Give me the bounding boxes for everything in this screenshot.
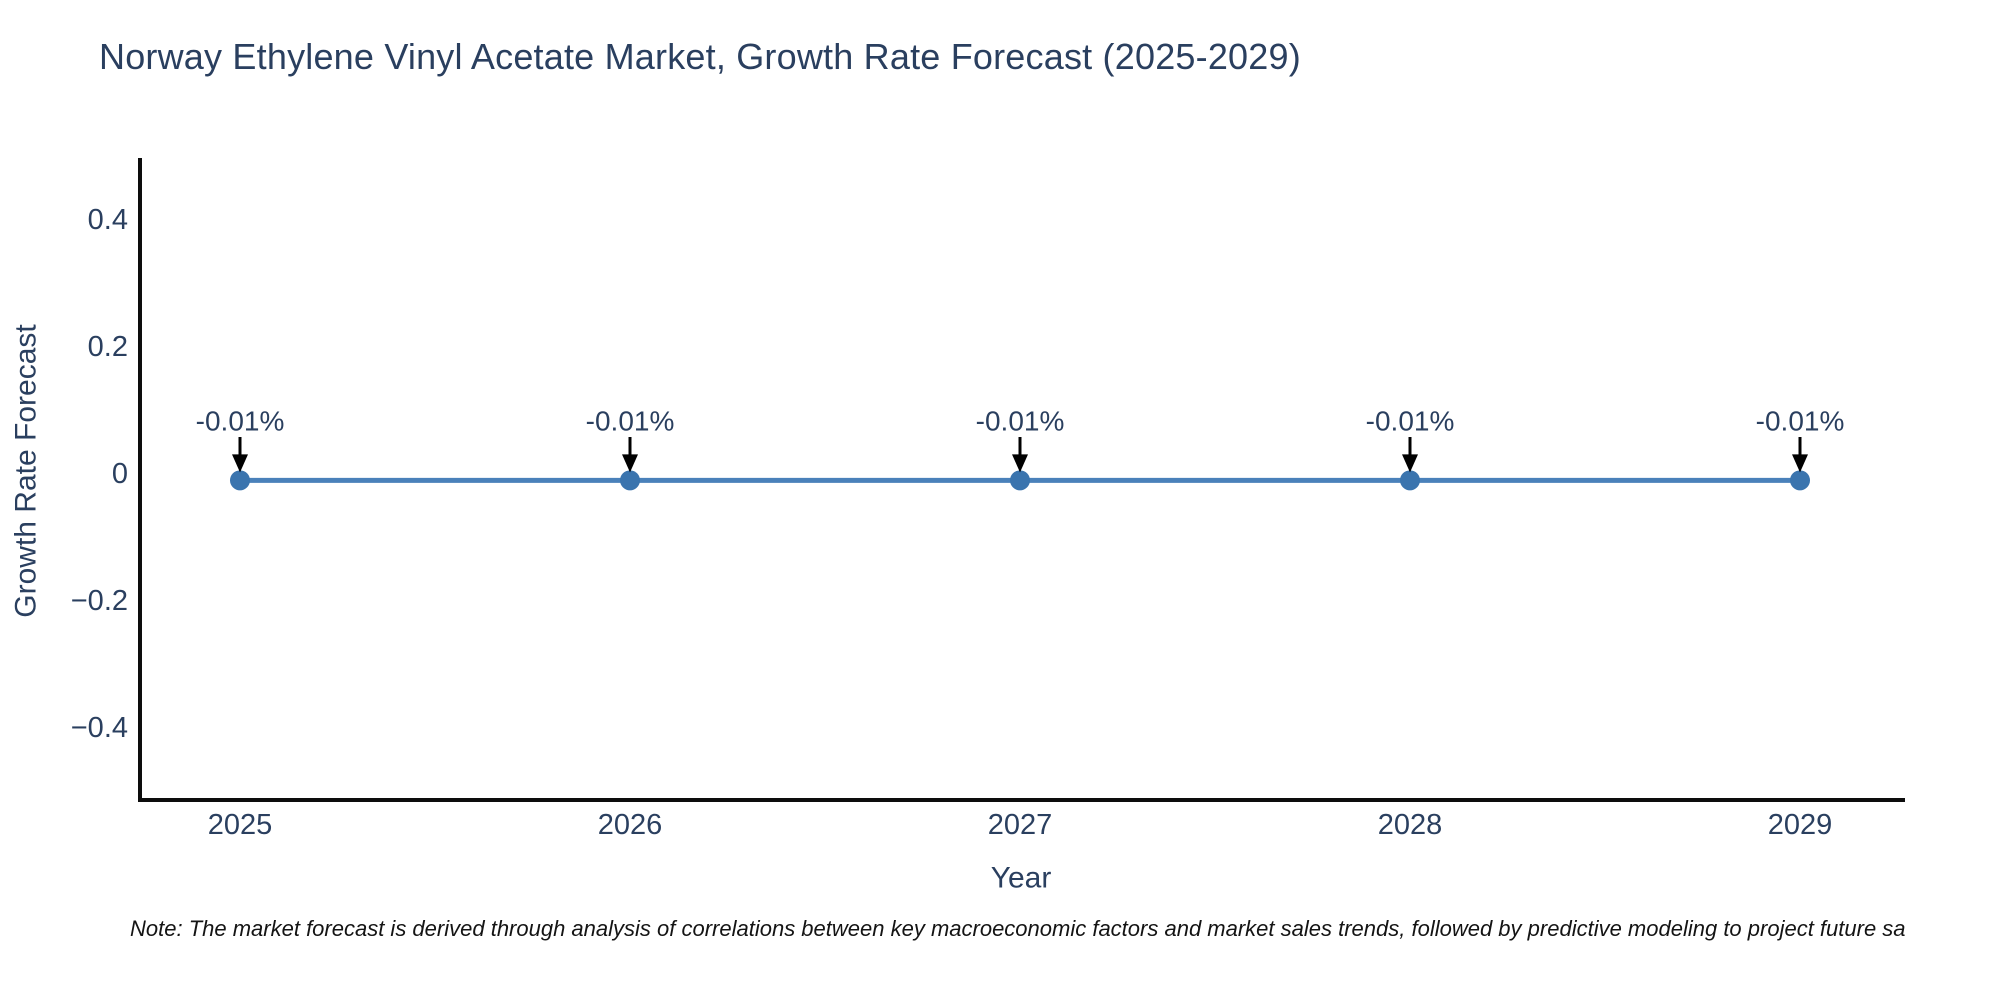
x-axis-title: Year bbox=[991, 862, 1052, 895]
annotation-arrowhead-icon bbox=[1012, 454, 1028, 473]
data-point-marker bbox=[1790, 470, 1810, 491]
annotation-label: -0.01% bbox=[1366, 406, 1455, 437]
x-tick-label: 2026 bbox=[598, 809, 663, 841]
data-point-marker bbox=[1400, 470, 1420, 491]
y-tick-label: −0.2 bbox=[71, 585, 128, 617]
y-axis-line bbox=[138, 158, 142, 802]
y-tick-label: 0 bbox=[112, 458, 128, 490]
annotation-label: -0.01% bbox=[586, 406, 675, 437]
y-tick-label: 0.4 bbox=[88, 204, 128, 236]
data-point-marker bbox=[230, 470, 250, 491]
y-axis-title: Growth Rate Forecast bbox=[10, 324, 43, 618]
annotation-arrowhead-icon bbox=[1792, 454, 1808, 473]
footnote: Note: The market forecast is derived thr… bbox=[130, 916, 1906, 941]
x-axis-line bbox=[138, 798, 1905, 802]
annotation-arrowhead-icon bbox=[1402, 454, 1418, 473]
x-tick-label: 2028 bbox=[1378, 809, 1443, 841]
annotation-arrowhead-icon bbox=[232, 454, 248, 473]
x-tick-label: 2029 bbox=[1768, 809, 1833, 841]
x-tick-label: 2027 bbox=[988, 809, 1053, 841]
y-tick-label: 0.2 bbox=[88, 331, 128, 363]
annotation-label: -0.01% bbox=[1756, 406, 1845, 437]
x-tick-label: 2025 bbox=[208, 809, 273, 841]
annotation-label: -0.01% bbox=[196, 406, 285, 437]
annotation-arrowhead-icon bbox=[622, 454, 638, 473]
data-point-marker bbox=[620, 470, 640, 491]
chart-title: Norway Ethylene Vinyl Acetate Market, Gr… bbox=[99, 36, 1301, 77]
data-point-marker bbox=[1010, 470, 1030, 491]
annotation-label: -0.01% bbox=[976, 406, 1065, 437]
y-tick-label: −0.4 bbox=[71, 712, 128, 744]
